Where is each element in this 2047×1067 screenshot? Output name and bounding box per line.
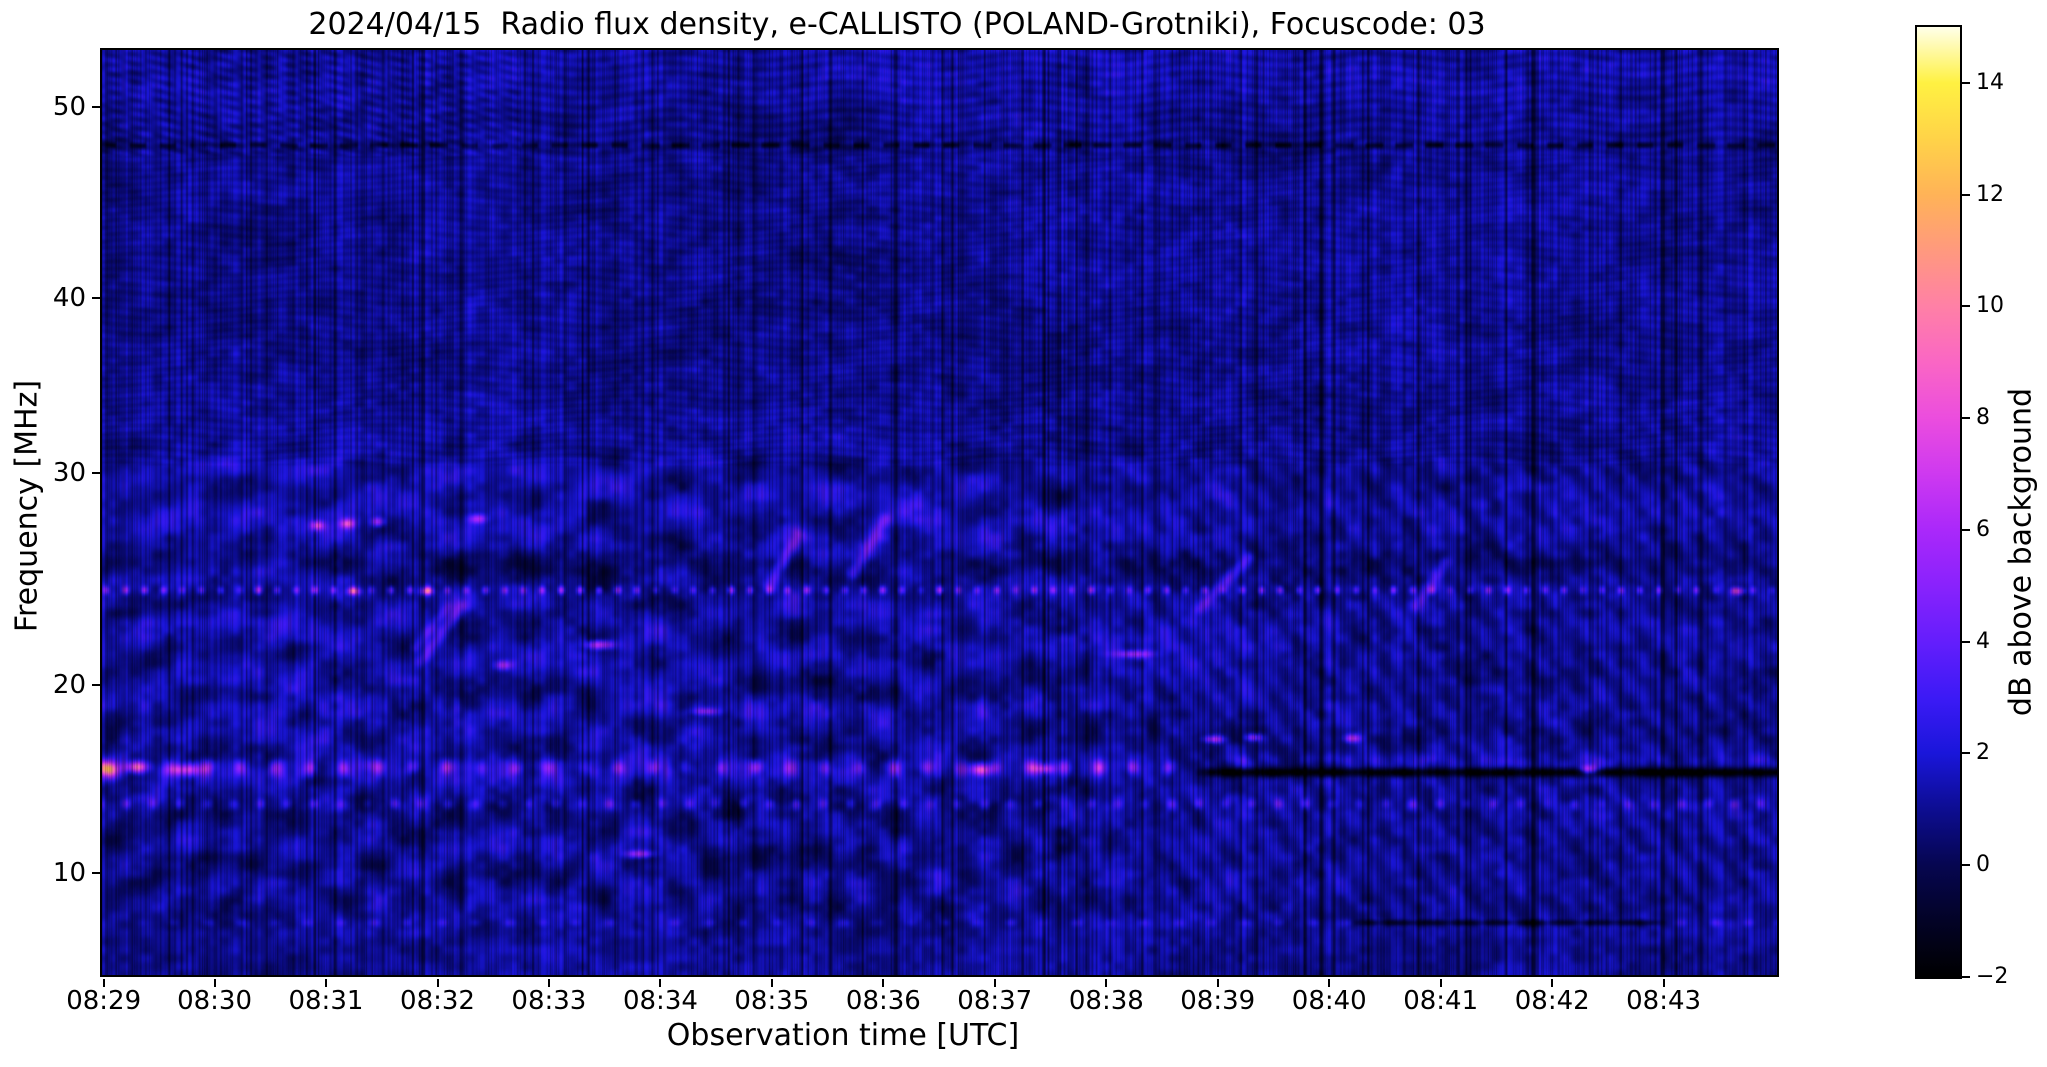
y-axis-tick (92, 105, 100, 108)
y-axis-tick-label: 20 (52, 670, 86, 700)
x-axis-tick-label: 08:33 (511, 986, 587, 1016)
x-axis-tick (324, 979, 327, 987)
x-axis-tick-label: 08:32 (400, 986, 475, 1016)
y-axis-tick (92, 684, 100, 686)
x-axis-tick-label: 08:37 (957, 986, 1033, 1016)
y-axis-tick (92, 871, 100, 874)
y-axis-tick (92, 472, 100, 474)
x-axis-tick-label: 08:39 (1180, 986, 1256, 1016)
colorbar-tick-label: 0 (1976, 852, 1990, 878)
colorbar-tick (1962, 640, 1970, 643)
x-axis-tick (1439, 979, 1442, 987)
y-axis-tick-label: 50 (52, 91, 86, 122)
plot-area (100, 48, 1779, 977)
x-axis-tick-label: 08:29 (66, 986, 142, 1016)
x-axis-tick (1328, 979, 1331, 987)
colorbar-tick (1962, 528, 1970, 531)
x-axis-tick (102, 979, 105, 987)
colorbar (1915, 25, 1962, 979)
colorbar-tick-label: 6 (1976, 516, 1990, 542)
x-axis-tick-label: 08:34 (622, 986, 698, 1016)
x-axis-tick-label: 08:30 (177, 986, 253, 1016)
colorbar-label: dB above background (2003, 387, 2039, 717)
x-axis-tick (1216, 979, 1219, 987)
x-axis-label: Observation time [UTC] (666, 1018, 1020, 1053)
x-axis-tick (1551, 979, 1554, 987)
colorbar-tick (1962, 752, 1970, 755)
chart-title: 2024/04/15 Radio flux density, e-CALLIST… (308, 7, 1486, 42)
colorbar-tick (1962, 864, 1970, 867)
x-axis-tick (770, 979, 773, 987)
y-axis-tick-label: 40 (52, 282, 86, 313)
colorbar-tick (1962, 417, 1970, 420)
colorbar-gradient (1917, 27, 1960, 977)
y-axis-label: Frequency [MHz] (9, 379, 45, 633)
x-axis-tick (882, 979, 885, 987)
x-axis-tick (993, 979, 996, 987)
x-axis-tick-label: 08:41 (1403, 986, 1479, 1016)
x-axis-tick (1105, 979, 1108, 987)
colorbar-tick-label: 12 (1976, 181, 2004, 207)
colorbar-tick-label: 4 (1976, 628, 1990, 654)
colorbar-tick (1962, 305, 1970, 308)
x-axis-tick-label: 08:31 (288, 986, 364, 1016)
y-axis-tick-label: 30 (52, 458, 86, 488)
colorbar-tick-label: 2 (1976, 740, 1990, 766)
x-axis-tick-label: 08:35 (734, 986, 810, 1016)
colorbar-tick (1962, 81, 1970, 84)
x-axis-tick (659, 979, 662, 987)
x-axis-tick-label: 08:36 (845, 986, 921, 1016)
colorbar-tick-label: 14 (1976, 69, 2004, 95)
y-axis-tick-label: 10 (52, 857, 86, 888)
x-axis-tick (547, 979, 550, 987)
colorbar-tick-label: 10 (1976, 293, 2004, 319)
colorbar-tick (1962, 976, 1970, 978)
x-axis-tick (436, 979, 439, 987)
x-axis-tick-label: 08:38 (1068, 986, 1144, 1016)
x-axis-tick-label: 08:43 (1626, 986, 1702, 1016)
y-axis-tick (92, 296, 100, 299)
colorbar-tick (1962, 193, 1970, 196)
colorbar-tick-label: 8 (1976, 405, 1990, 431)
x-axis-tick-label: 08:40 (1291, 986, 1367, 1016)
colorbar-tick-label: −2 (1976, 964, 2009, 989)
spectrogram-canvas (102, 50, 1777, 975)
x-axis-tick (213, 979, 216, 987)
x-axis-tick (1662, 979, 1665, 987)
x-axis-tick-label: 08:42 (1514, 986, 1590, 1016)
